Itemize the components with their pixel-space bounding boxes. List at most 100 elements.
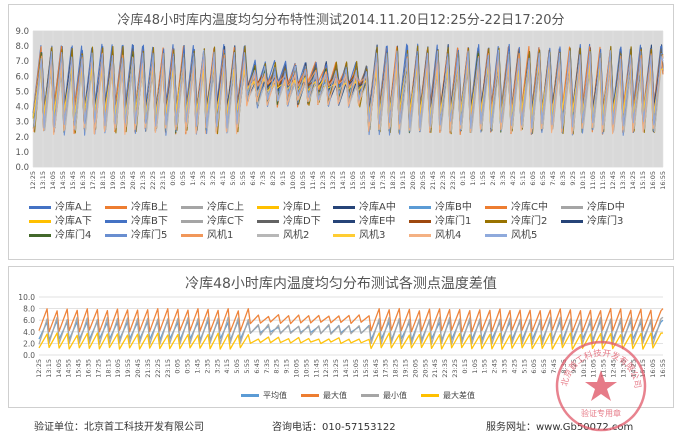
company-seal-stamp: 北京首工科技开发有限公司 验证专用章 xyxy=(555,340,647,432)
x-tick-label: 6:45 xyxy=(253,359,261,374)
svg-text:验证专用章: 验证专用章 xyxy=(581,408,621,418)
legend-item: 风机3 xyxy=(333,229,385,243)
x-tick-label: 8:25 xyxy=(273,359,281,374)
x-tick-label: 16:35 xyxy=(85,359,93,378)
legend-item: 冷库B下 xyxy=(105,215,168,229)
x-tick-label: 8:35 xyxy=(560,359,568,374)
x-tick-label: 14:05 xyxy=(55,359,63,378)
x-tick-label: 20:55 xyxy=(419,171,427,190)
x-tick-label: 0:55 xyxy=(179,171,187,186)
legend-item: 冷库E中 xyxy=(333,215,395,229)
x-tick-label: 6:55 xyxy=(539,171,547,186)
x-tick-label: 6:55 xyxy=(540,359,548,374)
x-tick-label: 13:15 xyxy=(45,359,53,378)
y-tick-label: 4.0 xyxy=(15,103,29,113)
x-tick-label: 2:35 xyxy=(199,171,207,186)
x-tick-label: 12:25 xyxy=(29,171,37,190)
legend-label: 冷库门2 xyxy=(511,216,548,227)
y-tick-label: 10.0 xyxy=(18,293,35,302)
legend-label: 风机5 xyxy=(511,230,538,241)
legend-swatch xyxy=(257,205,279,209)
x-tick-label: 16:45 xyxy=(369,171,377,190)
legend-item: 冷库C上 xyxy=(181,201,244,215)
x-tick-label: 1:05 xyxy=(471,359,479,374)
legend-label: 冷库A上 xyxy=(55,202,92,213)
legend-swatch xyxy=(181,205,203,209)
legend-swatch xyxy=(29,233,51,237)
legend-item: 平均值 xyxy=(241,389,287,403)
legend-label: 冷库门1 xyxy=(435,216,472,227)
x-tick-label: 22:35 xyxy=(439,171,447,190)
chart-legend: 平均值 最大值 最小值 最大差值 xyxy=(29,389,663,403)
x-tick-label: 19:15 xyxy=(399,171,407,190)
x-tick-label: 5:05 xyxy=(233,359,241,374)
x-tick-label: 3:35 xyxy=(501,359,509,374)
legend-item: 冷库门1 xyxy=(409,215,471,229)
x-tick-label: 4:25 xyxy=(509,171,517,186)
legend-swatch xyxy=(561,219,583,223)
legend-swatch xyxy=(181,233,203,237)
x-tick-label: 7:45 xyxy=(549,171,557,186)
legend-swatch xyxy=(105,219,127,223)
x-tick-label: 14:25 xyxy=(629,359,637,378)
x-tick-label: 10:05 xyxy=(293,359,301,378)
x-tick-label: 16:55 xyxy=(659,359,667,378)
x-tick-label: 16:05 xyxy=(649,359,657,378)
x-tick-label: 4:15 xyxy=(223,359,231,374)
x-tick-label: 17:25 xyxy=(89,171,97,190)
x-tick-label: 12:45 xyxy=(609,171,617,190)
legend-swatch xyxy=(105,233,127,237)
legend-item: 最小值 xyxy=(361,389,407,403)
x-tick-label: 18:15 xyxy=(104,359,112,378)
x-tick-label: 20:45 xyxy=(134,359,142,378)
legend-item: 冷库A上 xyxy=(29,201,92,215)
legend-label: 冷库A中 xyxy=(359,202,396,213)
x-tick-label: 14:55 xyxy=(65,359,73,378)
temperature-line-chart: 0.0 1.0 2.0 3.0 4.0 5.0 6.0 7.0 8.0 9.0 12:25 13:15… xyxy=(15,27,667,190)
legend-swatch xyxy=(561,205,583,209)
legend-label: 风机3 xyxy=(359,230,386,241)
x-tick-label: 12:35 xyxy=(319,171,327,190)
legend-item: 冷库门4 xyxy=(29,229,91,243)
legend-item: 冷库D下 xyxy=(257,215,321,229)
legend-swatch xyxy=(29,219,51,223)
x-tick-label: 16:35 xyxy=(79,171,87,190)
legend-item: 最大差值 xyxy=(421,389,475,403)
x-tick-label: 11:45 xyxy=(309,171,317,190)
x-tick-label: 0:55 xyxy=(184,359,192,374)
legend-item: 冷库D上 xyxy=(257,201,321,215)
footer-unit: 验证单位：北京首工科技开发有限公司 xyxy=(34,422,204,433)
legend-label: 风机1 xyxy=(207,230,234,241)
x-tick-label: 2:45 xyxy=(489,171,497,186)
x-tick-label: 9:25 xyxy=(570,359,578,374)
legend-label: 冷库A下 xyxy=(55,216,92,227)
x-tick-label: 7:45 xyxy=(550,359,558,374)
x-tick-label: 22:25 xyxy=(149,171,157,190)
x-tick-label: 14:05 xyxy=(49,171,57,190)
legend-item: 冷库C中 xyxy=(485,201,548,215)
x-tick-label: 15:15 xyxy=(639,359,647,378)
x-tick-label: 5:05 xyxy=(229,171,237,186)
legend-item: 风机2 xyxy=(257,229,309,243)
y-tick-label: 1.0 xyxy=(15,148,29,158)
legend-swatch xyxy=(485,205,507,209)
legend-label: 冷库门3 xyxy=(587,216,624,227)
x-tick-label: 2:45 xyxy=(491,359,499,374)
x-tick-label: 14:55 xyxy=(59,171,67,190)
footer-phone: 咨询电话：010-57153122 xyxy=(272,422,396,433)
legend-item: 冷库A中 xyxy=(333,201,396,215)
series-line xyxy=(38,332,664,350)
x-tick-label: 4:15 xyxy=(219,171,227,186)
x-tick-label: 13:25 xyxy=(329,171,337,190)
legend-item: 冷库门3 xyxy=(561,215,623,229)
legend-label: 冷库B上 xyxy=(131,202,168,213)
x-tick-label: 9:25 xyxy=(569,171,577,186)
x-tick-label: 18:15 xyxy=(99,171,107,190)
legend-item: 最大值 xyxy=(301,389,347,403)
x-tick-label: 8:25 xyxy=(269,171,277,186)
x-tick-label: 11:55 xyxy=(600,359,608,378)
legend-label: 冷库E中 xyxy=(359,216,396,227)
x-tick-label: 18:25 xyxy=(389,171,397,190)
x-tick-label: 11:05 xyxy=(589,171,597,190)
x-tick-label: 13:35 xyxy=(619,171,627,190)
